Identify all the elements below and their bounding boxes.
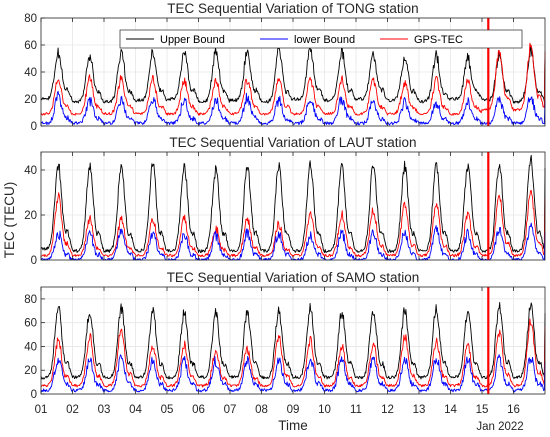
series-line-gps: [40, 318, 546, 388]
series-line-upper: [40, 154, 546, 254]
x-axis-label: Time: [278, 418, 308, 433]
y-tick-label: 0: [31, 121, 37, 133]
panel-0: 0 20 40 60 80 TEC Sequential Variation of TON…: [24, 1, 546, 133]
x-tick-label: 07: [224, 404, 237, 416]
x-tick-label: 16: [507, 404, 520, 416]
legend-box: [119, 29, 523, 49]
y-tick-label: 0: [31, 389, 37, 401]
y-tick-label: 60: [24, 318, 37, 330]
panel-title: TEC Sequential Variation of TONG station: [167, 1, 418, 16]
y-tick-label: 20: [24, 210, 37, 222]
y-tick-label: 60: [24, 40, 37, 52]
y-axis-label: TEC (TECU): [2, 182, 17, 259]
y-tick-label: 40: [24, 341, 37, 353]
x-tick-label: 01: [35, 404, 48, 416]
y-tick-label: 80: [24, 294, 37, 306]
x-tick-label: 12: [381, 404, 394, 416]
panel-title: TEC Sequential Variation of SAMO station: [167, 270, 420, 285]
series-line-upper: [40, 44, 546, 104]
y-tick-label: 0: [31, 255, 37, 267]
panel-2: 0 20 40 60 80 TEC Sequential Variation of SAM…: [24, 270, 546, 401]
y-tick-label: 20: [24, 94, 37, 106]
y-tick-label: 80: [24, 13, 37, 25]
legend-label-upper: Upper Bound: [160, 34, 225, 46]
x-tick-label: 11: [350, 404, 362, 416]
y-tick-label: 40: [24, 165, 37, 177]
x-tick-label: 04: [129, 404, 142, 416]
x-tick-label: 14: [444, 404, 457, 416]
x-tick-label: 13: [413, 404, 426, 416]
x-tick-label: 03: [98, 404, 111, 416]
legend-label-lower: lower Bound: [294, 34, 355, 46]
x-tick-label: 02: [66, 404, 79, 416]
x-tick-label: 06: [192, 404, 205, 416]
x-tick-label: 05: [161, 404, 174, 416]
series-line-gps: [40, 42, 546, 116]
legend: Upper Bound lower Bound GPS-TEC: [119, 29, 523, 49]
series-line-gps: [40, 189, 546, 258]
x-tick-label: 09: [287, 404, 300, 416]
y-tick-label: 40: [24, 67, 37, 79]
date-label: Jan 2022: [476, 421, 523, 433]
y-tick-label: 20: [24, 365, 37, 377]
panel-1: 0 20 40 TEC Sequential Variation of LAUT st…: [24, 135, 546, 267]
panel-title: TEC Sequential Variation of LAUT station: [169, 135, 416, 150]
series-line-upper: [40, 302, 546, 380]
x-tick-label: 08: [255, 404, 268, 416]
x-tick-label: 15: [476, 404, 489, 416]
x-tick-label: 10: [318, 404, 331, 416]
legend-label-gps: GPS-TEC: [414, 34, 463, 46]
